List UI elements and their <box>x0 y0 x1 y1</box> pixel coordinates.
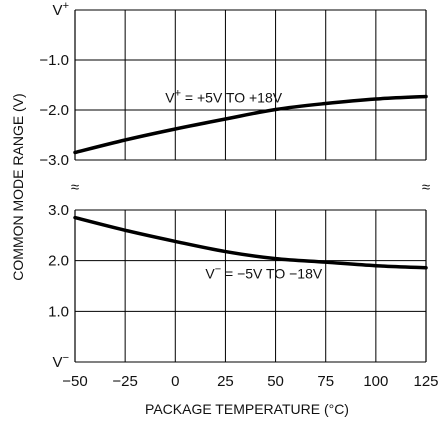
x-tick-label: −50 <box>62 373 87 390</box>
upper-series-line <box>73 94 428 155</box>
y-axis-label: COMMON MODE RANGE (V) <box>10 93 26 280</box>
x-tick-label: 0 <box>171 373 179 390</box>
x-tick-label: 25 <box>217 373 234 390</box>
upper-y-tick-label: −3.0 <box>39 152 69 169</box>
lower-y-tick-label: 1.0 <box>48 303 69 320</box>
upper-annotation: V+ = +5V TO +18V <box>165 88 282 106</box>
axis-break: ≈ ≈ <box>71 179 430 196</box>
upper-y-tick-label: −1.0 <box>39 52 69 69</box>
annotations: V+ = +5V TO +18V V− = −5V TO −18V <box>165 88 323 282</box>
upper-y-tick-label: −2.0 <box>39 102 69 119</box>
x-tick-label: 125 <box>413 373 438 390</box>
x-tick-label: −25 <box>112 373 137 390</box>
tick-labels: V+ −1.0 −2.0 −3.0 3.0 2.0 1.0 V− −50 −25 0 25 50 75 10… <box>39 0 438 390</box>
x-tick-label: 75 <box>317 373 334 390</box>
grid <box>74 9 427 363</box>
lower-y-tick-label: 3.0 <box>48 202 69 219</box>
axis-break-right: ≈ <box>422 179 430 196</box>
upper-y-tick-label: V+ <box>53 0 69 19</box>
x-axis-label: PACKAGE TEMPERATURE (°C) <box>145 401 349 417</box>
axis-break-left: ≈ <box>71 179 79 196</box>
lower-annotation: V− = −5V TO −18V <box>205 263 322 281</box>
lower-y-tick-label: 2.0 <box>48 253 69 270</box>
x-tick-label: 50 <box>267 373 284 390</box>
lower-series-line <box>73 215 428 270</box>
series-group <box>73 94 428 270</box>
lower-y-tick-label: V− <box>53 352 69 371</box>
x-tick-label: 100 <box>363 373 388 390</box>
